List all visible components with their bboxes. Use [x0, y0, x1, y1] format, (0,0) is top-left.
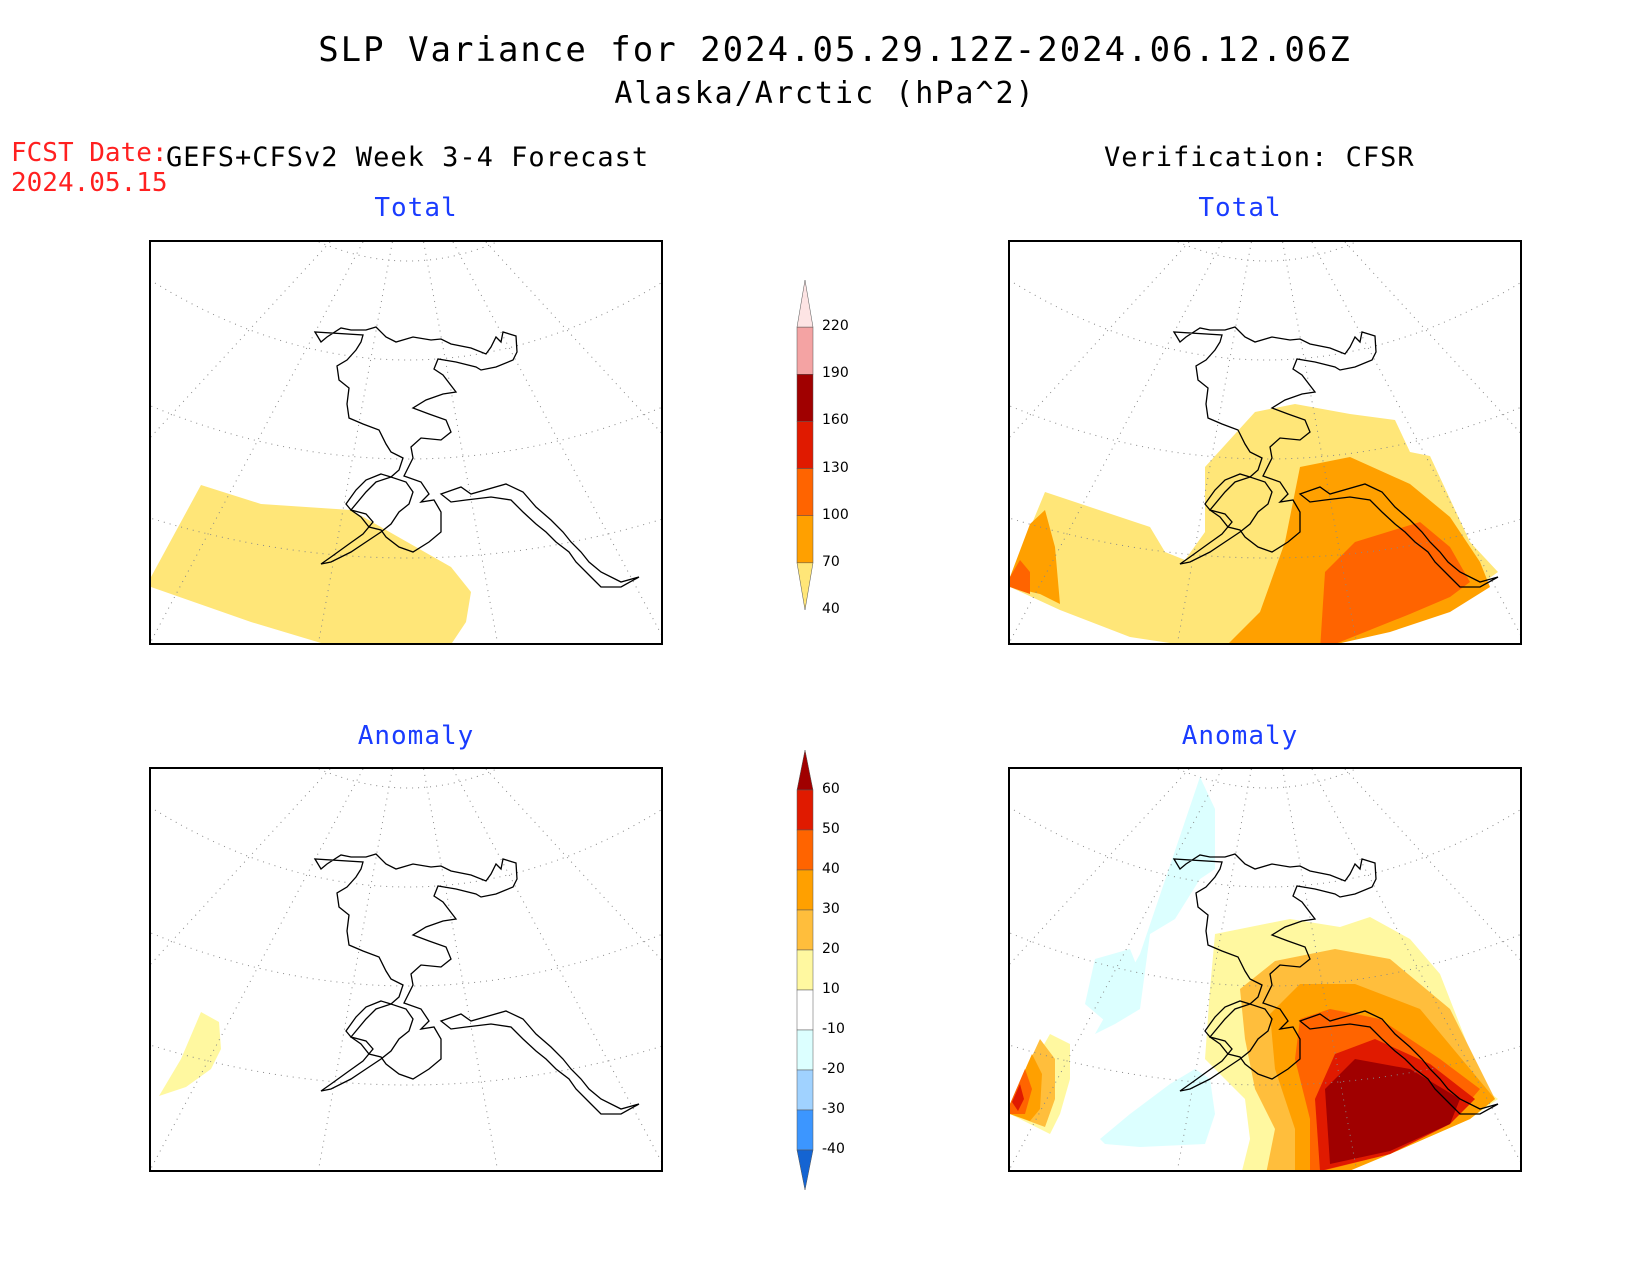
fcst-total-map — [149, 240, 663, 645]
forecast-date-value: 2024.05.15 — [11, 168, 168, 198]
colorbar-segment — [796, 1029, 814, 1071]
fcst-anom-shading-10 — [159, 1012, 221, 1096]
colorbar-tick-label: 160 — [822, 412, 849, 429]
colorbar-tick-label: -10 — [822, 1021, 845, 1037]
ver-total-map — [1008, 240, 1522, 645]
ver-anomaly-title: Anomaly — [1181, 721, 1299, 751]
colorbar-tick-label: 40 — [822, 601, 840, 617]
colorbar-tick-label: 50 — [822, 821, 840, 837]
fcst-total-svg — [151, 242, 661, 643]
ver-anom-shading-60 — [1325, 1059, 1460, 1164]
ver-anomaly-map — [1008, 767, 1522, 1172]
colorbar-segment — [796, 909, 814, 951]
colorbar-segment — [796, 1149, 814, 1191]
fcst-total-title: Total — [374, 193, 458, 223]
colorbar-tick-label: 70 — [822, 553, 840, 570]
fcst-anomaly-svg — [151, 769, 661, 1170]
colorbar-segment — [796, 750, 814, 791]
ver-total-title: Total — [1198, 193, 1282, 223]
colorbar-tick-label: 100 — [822, 506, 849, 523]
colorbar-tick-label: -30 — [822, 1101, 845, 1117]
chart-title: SLP Variance for 2024.05.29.12Z-2024.06.… — [318, 30, 1352, 70]
colorbar-segment — [796, 326, 814, 375]
colorbar-segment — [796, 1069, 814, 1111]
colorbar-segment — [796, 468, 814, 516]
colorbar-segment — [796, 989, 814, 1031]
colorbar-anomaly — [796, 750, 814, 1191]
ver-total-shading-100 — [1010, 560, 1030, 594]
colorbar-segment — [796, 562, 814, 610]
fcst-total-shading-40 — [151, 485, 471, 643]
forecast-date-caption: FCST Date: — [11, 138, 168, 168]
forecast-date-label: FCST Date: 2024.05.15 — [11, 138, 168, 198]
colorbar-segment — [796, 280, 814, 328]
colorbar-tick-label: 190 — [822, 365, 849, 382]
colorbar-segment — [796, 949, 814, 991]
colorbar-segment — [796, 374, 814, 422]
colorbar-segment — [796, 789, 814, 831]
colorbar-tick-label: 30 — [822, 901, 840, 917]
colorbar-tick-label: -40 — [822, 1141, 845, 1157]
verification-header: Verification: CFSR — [1104, 142, 1415, 173]
ver-anom-shading-neg10b — [1085, 949, 1140, 1021]
forecast-header: GEFS+CFSv2 Week 3-4 Forecast — [166, 142, 650, 173]
colorbar-segment — [796, 869, 814, 911]
ver-anom-shading-neg10c — [1100, 1069, 1215, 1147]
ver-anom-shading-left-50 — [1012, 1084, 1024, 1111]
colorbar-segment — [796, 829, 814, 871]
ver-total-svg — [1010, 242, 1520, 643]
ver-anomaly-svg — [1010, 769, 1520, 1170]
colorbar-tick-label: 130 — [822, 459, 849, 476]
colorbar-segment — [796, 421, 814, 469]
colorbar-tick-label: 10 — [822, 981, 840, 997]
fcst-anomaly-title: Anomaly — [357, 721, 475, 751]
colorbar-segment — [796, 515, 814, 564]
colorbar-tick-label: -20 — [822, 1061, 845, 1077]
colorbar-tick-label: 40 — [822, 861, 840, 877]
chart-subtitle: Alaska/Arctic (hPa^2) — [614, 76, 1036, 111]
colorbar-tick-label: 20 — [822, 941, 840, 957]
colorbar-tick-label: 60 — [822, 781, 840, 797]
fcst-anomaly-map — [149, 767, 663, 1172]
ver-total-shading-100b — [1320, 522, 1470, 643]
colorbar-segment — [796, 1109, 814, 1151]
colorbar-total — [796, 280, 814, 610]
colorbar-tick-label: 220 — [822, 318, 849, 335]
ver-anom-shading-neg10a — [1095, 777, 1215, 1034]
